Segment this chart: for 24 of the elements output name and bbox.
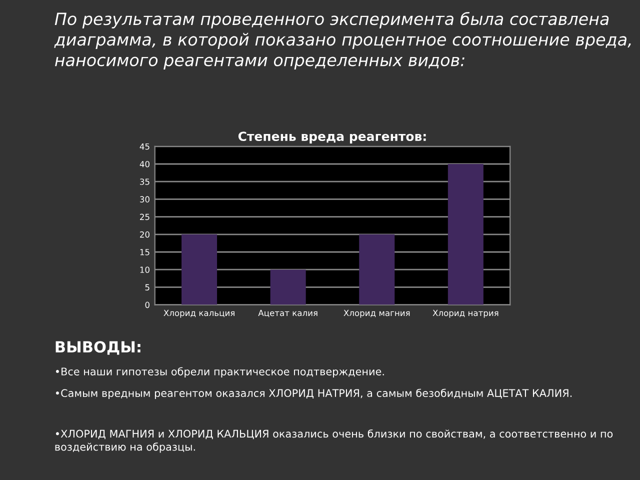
text: ВЫВОДЫ: bbox=[56, 341, 140, 355]
bar bbox=[448, 164, 484, 305]
y-tick-label: 20 bbox=[140, 231, 150, 238]
chart-title: Степень вреда реагентов: bbox=[238, 132, 426, 144]
text: •Все наши гипотезы обрели практическое подтверждение. bbox=[56, 367, 384, 378]
y-tick-label: 5 bbox=[145, 284, 150, 290]
y-tick-label: 40 bbox=[140, 160, 150, 168]
bar bbox=[182, 234, 218, 305]
y-tick-label: 10 bbox=[140, 266, 150, 273]
x-tick-label: Ацетат калия bbox=[258, 310, 318, 318]
y-tick-label: 0 bbox=[145, 302, 150, 308]
y-tick-label: 35 bbox=[140, 178, 150, 185]
text: •Самым вредным реагентом оказался ХЛОРИД НАТРИЯ, а самым безобидным АЦЕТАТ КАЛИЯ. bbox=[56, 388, 572, 400]
x-tick-label: Хлорид натрия bbox=[432, 310, 498, 318]
x-tick-label: Хлорид кальция bbox=[164, 310, 234, 318]
y-tick-label: 45 bbox=[140, 143, 150, 150]
text: •ХЛОРИД МАГНИЯ и ХЛОРИД КАЛЬЦИЯ оказались очень близки по свойствам, а соответственно и по воздействию на образцы. bbox=[55, 429, 613, 453]
y-tick-label: 15 bbox=[140, 249, 150, 256]
bar bbox=[359, 234, 395, 305]
x-tick-label: Хлорид магния bbox=[344, 310, 410, 318]
y-tick-label: 25 bbox=[140, 214, 150, 220]
text: По результатам проведенного эксперимента была составлена диаграмма, в которой показано процентное соотношение вреда, наносимого реагентами определенных видов: bbox=[54, 12, 631, 70]
bar bbox=[270, 270, 306, 305]
y-tick-label: 30 bbox=[140, 196, 150, 202]
